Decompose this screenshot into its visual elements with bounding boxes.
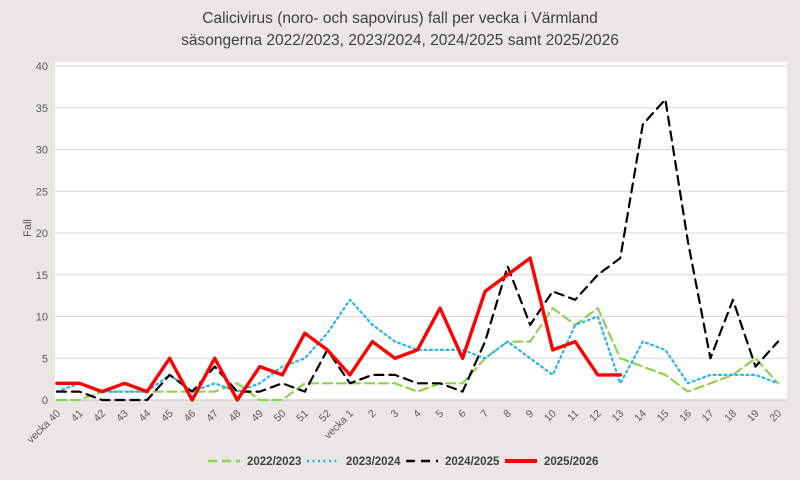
chart-title-line-1: Calicivirus (noro- och sapovirus) fall p… [202, 10, 598, 27]
x-tick-label-18: 6 [456, 408, 469, 421]
x-tick-label-29: 17 [700, 408, 717, 425]
x-tick-label-6: 46 [182, 408, 199, 425]
x-tick-label-1: 41 [69, 408, 86, 425]
x-tick-label-0: vecka 40 [25, 408, 63, 446]
x-tick-label-14: 2 [366, 408, 379, 421]
y-tick-label-40: 40 [36, 61, 48, 73]
x-tick-label-17: 5 [434, 408, 447, 421]
legend-label-2022/2023: 2022/2023 [247, 456, 301, 468]
x-tick-label-11: 51 [294, 408, 311, 425]
x-tick-label-8: 48 [227, 408, 244, 425]
x-tick-label-32: 20 [767, 408, 784, 425]
x-tick-label-12: 52 [317, 408, 334, 425]
y-tick-label-0: 0 [42, 395, 48, 407]
x-tick-label-26: 14 [632, 408, 649, 425]
x-tick-label-10: 50 [272, 408, 289, 425]
x-tick-label-23: 11 [565, 408, 581, 424]
legend-label-2024/2025: 2024/2025 [445, 456, 500, 468]
x-tick-label-21: 9 [524, 408, 537, 421]
x-tick-label-27: 15 [655, 408, 672, 425]
x-tick-label-25: 13 [610, 408, 627, 425]
x-tick-label-4: 44 [136, 408, 153, 425]
legend-label-2025/2026: 2025/2026 [544, 456, 598, 468]
x-tick-label-3: 43 [114, 408, 131, 425]
y-tick-label-15: 15 [36, 270, 48, 282]
x-tick-label-22: 10 [542, 408, 559, 425]
y-tick-label-20: 20 [36, 228, 48, 240]
chart-title-line-2: säsongerna 2022/2023, 2023/2024, 2024/20… [181, 32, 619, 49]
y-tick-label-10: 10 [36, 312, 48, 324]
y-tick-label-5: 5 [42, 353, 48, 365]
y-tick-label-35: 35 [36, 103, 48, 115]
y-tick-label-25: 25 [36, 186, 48, 198]
x-tick-label-16: 4 [411, 408, 424, 421]
y-tick-label-30: 30 [36, 145, 48, 157]
x-tick-label-5: 45 [159, 408, 176, 425]
series-line-2024/2025 [55, 98, 780, 402]
x-tick-label-9: 49 [249, 408, 266, 425]
legend-label-2023/2024: 2023/2024 [346, 456, 401, 468]
x-tick-label-20: 8 [501, 408, 514, 421]
x-tick-label-15: 3 [388, 408, 401, 421]
series-line-2023/2024 [55, 298, 780, 393]
x-tick-label-30: 18 [722, 408, 739, 425]
x-tick-label-19: 7 [479, 408, 492, 421]
series-line-2025/2026 [55, 256, 622, 402]
x-tick-label-31: 19 [745, 408, 762, 425]
x-tick-label-2: 42 [91, 408, 108, 425]
x-tick-label-7: 47 [204, 408, 221, 425]
x-tick-label-24: 12 [587, 408, 604, 425]
series-line-2022/2023 [55, 307, 780, 402]
x-tick-label-28: 16 [677, 408, 694, 425]
